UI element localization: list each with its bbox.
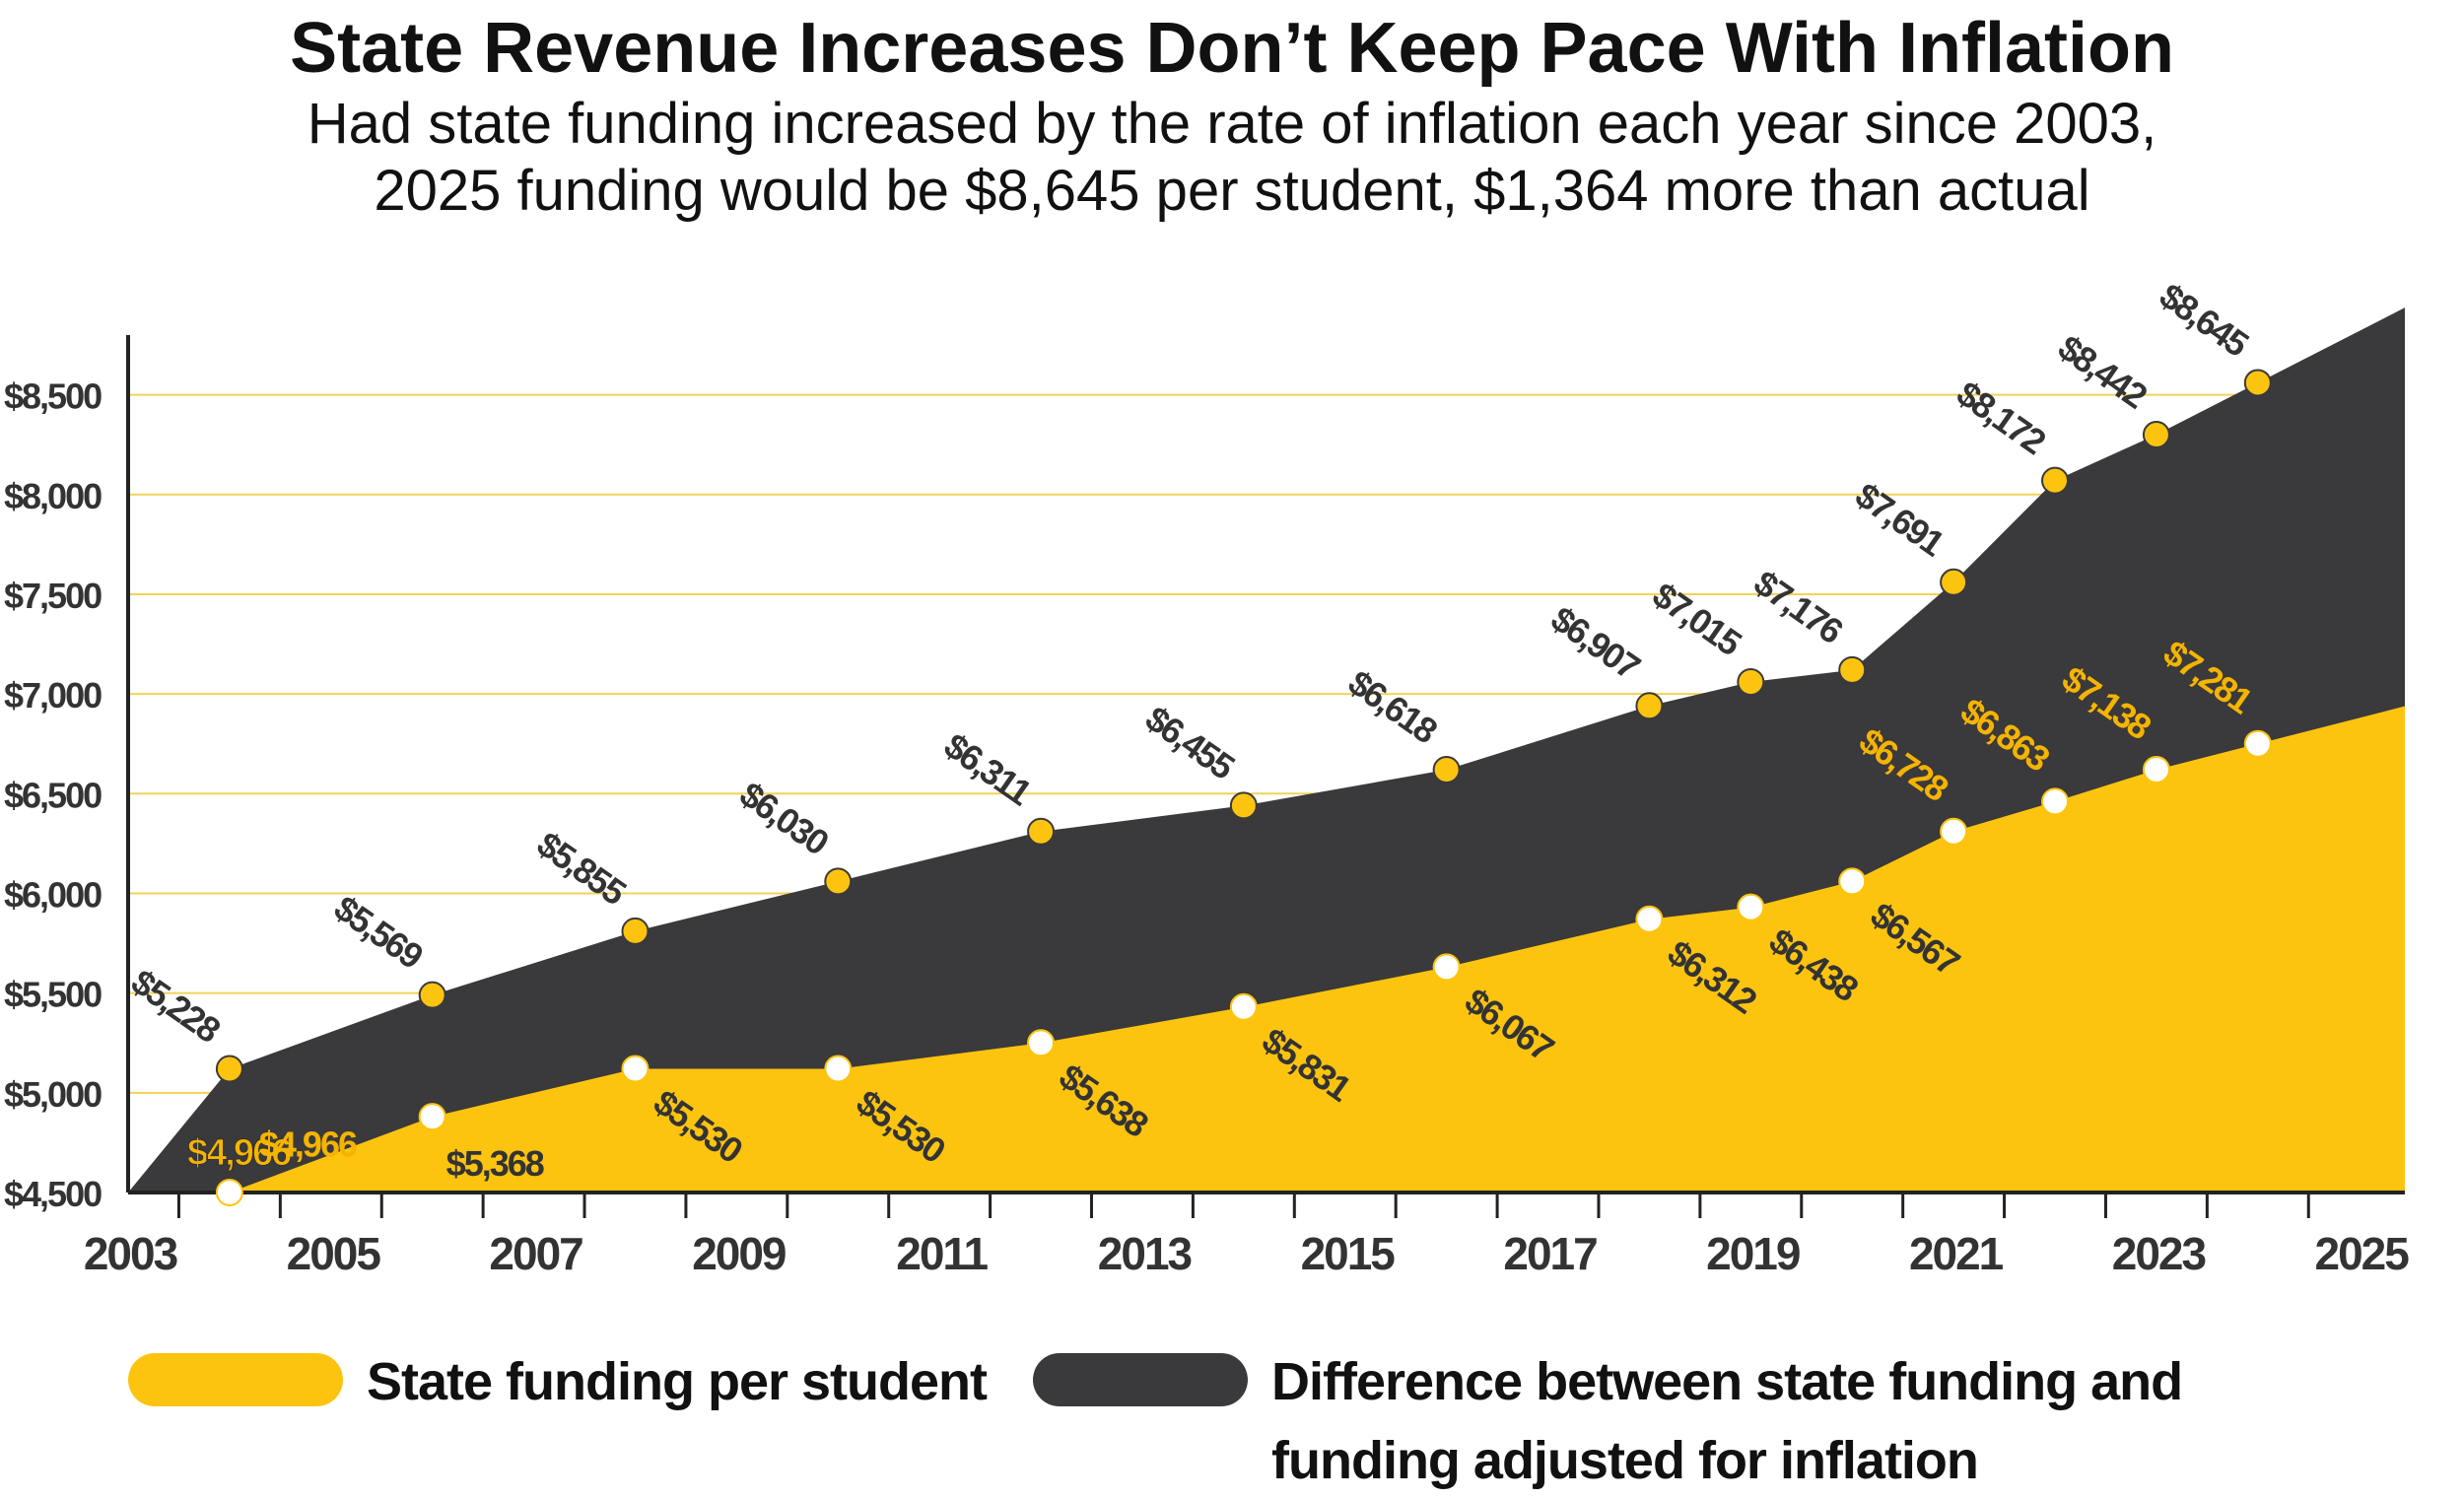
inflation-point (1229, 791, 1258, 820)
funding-label: $5,368 (446, 1143, 544, 1184)
y-tick-label: $8,500 (4, 376, 102, 417)
legend-swatch-gap (1033, 1353, 1248, 1406)
funding-point (418, 1103, 446, 1131)
state-funding-area (128, 706, 2405, 1193)
inflation-label: $6,030 (732, 774, 836, 862)
funding-point (1940, 817, 1968, 846)
inflation-point (215, 1055, 243, 1083)
x-tick-label: 2005 (287, 1228, 381, 1279)
y-tick-label: $8,000 (4, 476, 102, 516)
inflation-point (1432, 756, 1461, 784)
legend-swatch-funding (128, 1353, 343, 1406)
inflation-label: $8,645 (2153, 275, 2257, 365)
inflation-point (2041, 466, 2070, 495)
data-points (215, 369, 2272, 1206)
x-tick-label: 2017 (1503, 1228, 1597, 1279)
x-tick-label: 2021 (1909, 1228, 2004, 1279)
inflation-label: $6,455 (1138, 698, 1243, 787)
chart-subtitle: Had state funding increased by the rate … (0, 91, 2464, 225)
subtitle-line-1: Had state funding increased by the rate … (307, 92, 2157, 156)
legend-label-gap-line-2: funding adjusted for inflation (1271, 1431, 1979, 1490)
inflation-point (1940, 568, 1968, 596)
inflation-point (1635, 692, 1664, 720)
funding-point (2041, 787, 2070, 816)
funding-point (621, 1055, 650, 1083)
y-tick-label: $4,500 (4, 1174, 102, 1214)
inflation-label: $6,311 (937, 725, 1040, 814)
inflation-point (1737, 667, 1765, 696)
inflation-point (418, 981, 446, 1009)
inflation-label: $7,176 (1746, 563, 1850, 651)
y-tick-label: $7,000 (4, 675, 102, 716)
inflation-label: $8,172 (1950, 373, 2053, 461)
funding-point (1432, 953, 1461, 982)
inflation-point (1027, 817, 1056, 846)
y-tick-label: $5,500 (4, 975, 102, 1015)
funding-point (824, 1055, 853, 1083)
funding-point (2142, 756, 2170, 784)
axes (126, 335, 2405, 1194)
x-tick-label: 2007 (489, 1228, 582, 1279)
funding-label: $4,966 (187, 1132, 291, 1174)
subtitle-line-2: 2025 funding would be $8,645 per student… (374, 159, 2090, 223)
inflation-label: $5,569 (327, 887, 431, 976)
inflation-label: $5,228 (124, 961, 228, 1050)
x-tick-label: 2019 (1706, 1228, 1800, 1279)
inflation-label: $6,618 (1341, 662, 1445, 751)
y-tick-label: $7,500 (4, 576, 102, 616)
funding-point (1635, 905, 1664, 933)
x-tick-label: 2009 (692, 1228, 786, 1279)
funding-point (1229, 992, 1258, 1021)
inflation-point (824, 867, 853, 896)
x-tick-label: 2023 (2112, 1228, 2206, 1279)
inflation-point (2142, 421, 2170, 449)
inflation-point (621, 917, 650, 945)
y-tick-label: $5,000 (4, 1074, 102, 1115)
inflation-label: $5,855 (530, 824, 635, 914)
funding-point (215, 1179, 243, 1206)
legend-label-funding: State funding per student (367, 1352, 988, 1411)
x-tick-label: 2015 (1301, 1228, 1396, 1279)
inflation-label: $6,907 (1543, 598, 1647, 687)
funding-label: $4,966 (259, 1125, 357, 1165)
inflation-label: $7,691 (1848, 474, 1952, 564)
legend-label-gap-line-1: Difference between state funding and (1271, 1352, 2183, 1411)
funding-point (1737, 893, 1765, 921)
funding-point (1838, 867, 1867, 896)
x-axis-ticks: 2003 2005 2007 2009 2011 2013 2015 2017 2019 2021… (84, 1193, 2411, 1279)
x-tick-label: 2025 (2315, 1228, 2410, 1279)
y-axis-ticks: $4,500 $5,000 $5,500 $6,000 $6,500 $7,000 $7,5… (4, 376, 103, 1214)
y-tick-label: $6,000 (4, 874, 102, 915)
funding-point (2243, 729, 2272, 758)
funding-point (1027, 1029, 1056, 1057)
inflation-point (2243, 369, 2272, 397)
chart-title: State Revenue Increases Don’t Keep Pace … (290, 9, 2174, 88)
inflation-point (1838, 655, 1867, 684)
inflation-label: $7,015 (1645, 575, 1749, 664)
inflation-label: $8,442 (2051, 327, 2155, 416)
x-tick-label: 2003 (84, 1228, 177, 1279)
x-tick-label: 2011 (896, 1228, 988, 1279)
x-tick-label: 2013 (1098, 1228, 1192, 1279)
legend-label-gap: Difference between state funding and fun… (1271, 1342, 2183, 1500)
y-tick-label: $6,500 (4, 775, 102, 815)
area-chart: $4,500 $5,000 $5,500 $6,000 $6,500 $7,000 $7,5… (4, 275, 2411, 1279)
